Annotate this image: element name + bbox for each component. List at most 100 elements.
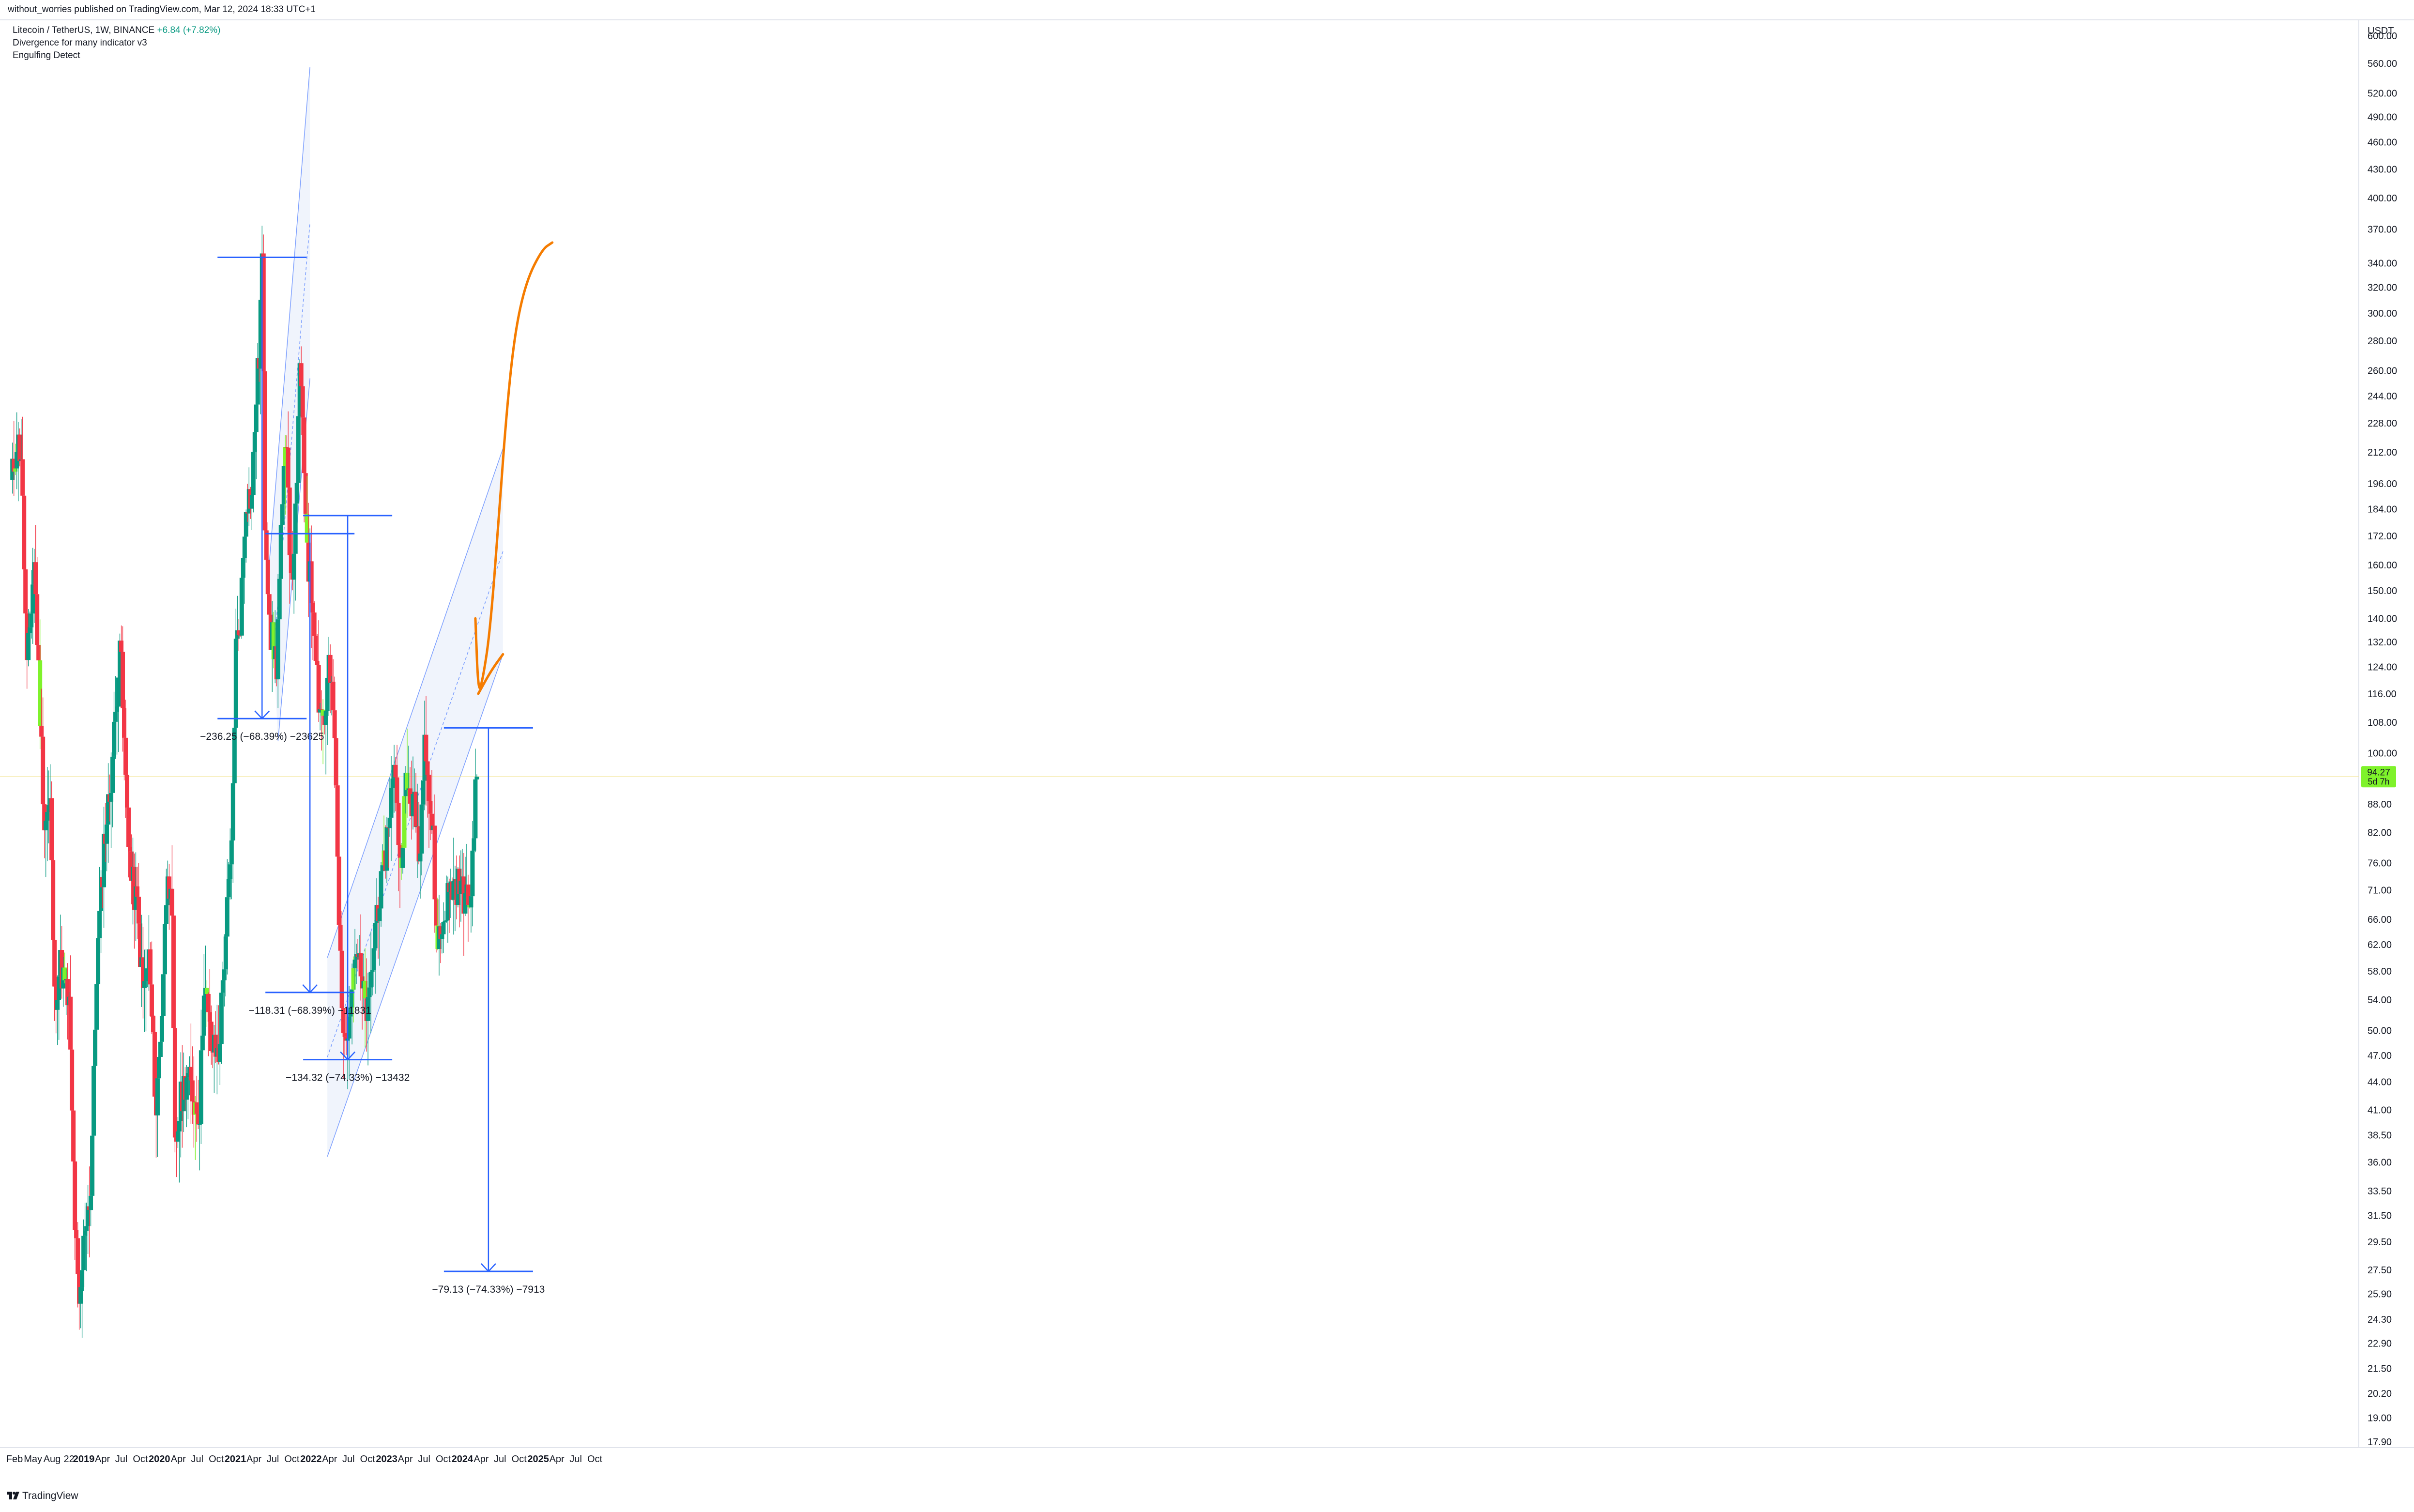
candle-body bbox=[367, 987, 372, 997]
candle-body bbox=[418, 854, 423, 862]
candle-body bbox=[432, 825, 437, 900]
candle-body bbox=[33, 562, 38, 595]
candle-body bbox=[167, 876, 171, 899]
candle-body bbox=[94, 984, 99, 1030]
candle-body bbox=[36, 645, 41, 660]
measure-label: −79.13 (−74.33%) −7913 bbox=[432, 1284, 545, 1295]
candle-body bbox=[413, 792, 418, 827]
candle-body bbox=[159, 1016, 164, 1042]
candle-body bbox=[373, 923, 378, 948]
candle-body bbox=[35, 594, 40, 645]
candle-body bbox=[161, 974, 166, 1016]
candle-body bbox=[222, 969, 227, 980]
candle-body bbox=[142, 981, 147, 988]
candle-body bbox=[164, 905, 168, 924]
candle-body bbox=[206, 993, 211, 1012]
candle-body bbox=[254, 404, 259, 432]
candle-body bbox=[347, 1016, 351, 1039]
price-chart[interactable]: 600.00 560.00 520.00 490.00 460.00 430.00 400.… bbox=[0, 19, 2414, 1490]
y-tick-label: 17.90 bbox=[2368, 1437, 2392, 1448]
y-tick-label: 320.00 bbox=[2368, 283, 2397, 293]
measure-label: −134.32 (−74.33%) −13432 bbox=[286, 1072, 410, 1084]
candle-body bbox=[158, 1041, 163, 1057]
candle-body bbox=[204, 988, 209, 994]
candle-body bbox=[172, 1028, 177, 1138]
x-tick-label: Jul bbox=[569, 1454, 582, 1465]
candle-body bbox=[416, 826, 421, 862]
candle-body bbox=[402, 796, 407, 848]
candle-body bbox=[148, 949, 153, 985]
candle-countdown: 5d 7h bbox=[2368, 777, 2389, 786]
candle-body bbox=[363, 980, 367, 999]
candle-body bbox=[350, 989, 354, 1008]
candle-body bbox=[105, 825, 109, 844]
y-tick-label: 490.00 bbox=[2368, 112, 2397, 122]
candle-body bbox=[463, 893, 468, 914]
indicator-1[interactable]: Divergence for many indicator v3 bbox=[13, 38, 147, 48]
candle-body bbox=[190, 1080, 195, 1101]
candle-body bbox=[116, 677, 121, 707]
symbol-title[interactable]: Litecoin / TetherUS, 1W, BINANCE bbox=[13, 25, 155, 35]
candle-body bbox=[171, 916, 176, 1028]
candle-body bbox=[299, 363, 304, 386]
indicator-2[interactable]: Engulfing Detect bbox=[13, 50, 80, 61]
candle-body bbox=[38, 660, 43, 726]
x-tick-label: Oct bbox=[587, 1454, 603, 1465]
x-tick-label: Oct bbox=[133, 1454, 148, 1465]
candle-body bbox=[115, 706, 120, 712]
candle-body bbox=[281, 466, 286, 504]
candle-body bbox=[305, 514, 309, 543]
measure-label: −236.25 (−68.39%) −23625 bbox=[200, 731, 324, 742]
candle-body bbox=[370, 970, 375, 972]
candle-body bbox=[68, 996, 73, 1050]
candle-body bbox=[315, 661, 320, 665]
candle-body bbox=[39, 726, 44, 737]
candle-body bbox=[291, 553, 296, 580]
candle-body bbox=[351, 968, 356, 990]
candle-body bbox=[473, 779, 478, 839]
y-tick-label: 22.90 bbox=[2368, 1338, 2392, 1349]
candle-body bbox=[338, 925, 343, 951]
candle-body bbox=[312, 612, 317, 636]
candle-body bbox=[427, 775, 431, 801]
candle-body bbox=[44, 820, 48, 831]
candle-body bbox=[83, 1231, 88, 1236]
y-tick-label: 71.00 bbox=[2368, 886, 2392, 896]
candle-body bbox=[443, 921, 447, 922]
y-tick-label: 116.00 bbox=[2368, 689, 2397, 700]
candle-body bbox=[90, 1135, 95, 1196]
candle-body bbox=[52, 940, 57, 987]
x-tick-label: 2024 bbox=[452, 1454, 474, 1465]
currency-label: USDT bbox=[2368, 26, 2394, 36]
candle-body bbox=[470, 850, 475, 897]
candle-body bbox=[278, 524, 283, 579]
candle-body bbox=[445, 883, 450, 920]
candle-body bbox=[316, 665, 321, 713]
candle-body bbox=[472, 838, 476, 851]
candle-body bbox=[428, 801, 433, 814]
y-tick-label: 196.00 bbox=[2368, 479, 2397, 489]
candle-body bbox=[440, 934, 444, 939]
candle-body bbox=[70, 1049, 75, 1111]
y-tick-label: 21.50 bbox=[2368, 1363, 2392, 1374]
candle-body bbox=[348, 1007, 353, 1017]
candle-body bbox=[371, 948, 376, 970]
candle-body bbox=[84, 1226, 89, 1231]
y-tick-label: 19.00 bbox=[2368, 1413, 2392, 1424]
candle-body bbox=[242, 536, 247, 558]
candle-body bbox=[113, 712, 118, 722]
candle-body bbox=[389, 788, 394, 818]
measure-arrowhead bbox=[254, 710, 270, 720]
candle-body bbox=[384, 827, 389, 871]
measure-label: −118.31 (−68.39%) −11831 bbox=[249, 1005, 371, 1016]
candle-body bbox=[321, 709, 325, 716]
candle-body bbox=[421, 780, 426, 805]
candle-body bbox=[332, 710, 337, 738]
candle-body bbox=[110, 756, 115, 793]
x-tick-label: 2025 bbox=[527, 1454, 549, 1465]
candle-body bbox=[200, 1036, 205, 1051]
y-tick-label: 260.00 bbox=[2368, 366, 2397, 376]
candle-body bbox=[335, 785, 340, 857]
candle-body bbox=[380, 865, 385, 871]
candle-body bbox=[252, 432, 257, 452]
